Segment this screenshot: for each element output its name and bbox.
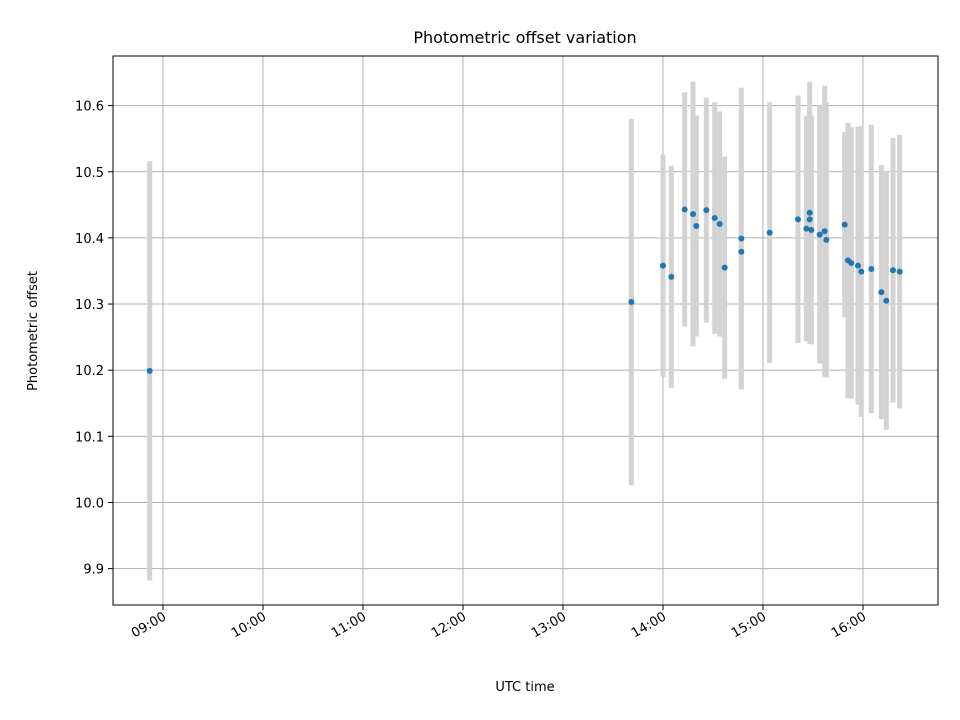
y-tick-label: 9.9	[83, 563, 104, 578]
x-tick-label: 10:00	[229, 609, 269, 641]
x-tick-label: 15:00	[729, 609, 769, 641]
x-tick-label: 11:00	[329, 609, 369, 641]
data-point	[711, 215, 718, 222]
x-tick-label: 14:00	[629, 609, 669, 641]
data-point	[808, 226, 815, 233]
y-tick-label: 10.0	[75, 496, 104, 511]
data-point	[883, 297, 890, 304]
error-bars	[147, 81, 903, 581]
data-point	[816, 231, 823, 238]
y-tick-label: 10.3	[75, 298, 104, 313]
x-tick-label: 13:00	[529, 609, 569, 641]
data-point	[738, 248, 745, 255]
data-point	[806, 209, 813, 216]
data-point	[681, 206, 688, 213]
data-point	[868, 265, 875, 272]
data-point	[721, 264, 728, 271]
data-point	[738, 235, 745, 242]
data-point	[693, 222, 700, 229]
x-tick-label: 09:00	[129, 609, 169, 641]
grid	[113, 56, 938, 605]
data-point	[716, 221, 723, 228]
data-point	[795, 216, 801, 223]
y-ticks: 9.9 10.0 10.1 10.2 10.3 10.4 10.5 10.6	[75, 100, 113, 578]
data-point	[146, 367, 153, 374]
x-axis-label: UTC time	[495, 680, 554, 695]
data-point	[766, 229, 773, 236]
data-point	[855, 262, 861, 269]
data-point	[690, 211, 696, 218]
x-ticks: 09:00 10:00 11:00 12:00 13:00 14:00 15:00 16:00	[129, 605, 869, 641]
y-tick-label: 10.6	[75, 100, 104, 115]
y-tick-label: 10.5	[75, 166, 104, 181]
plot-frame	[112, 55, 939, 606]
data-point	[878, 289, 885, 296]
data-point	[848, 260, 855, 267]
data-point	[896, 268, 903, 275]
y-axis-label: Photometric offset	[26, 271, 41, 391]
data-points	[146, 206, 903, 374]
x-tick-label: 16:00	[829, 609, 869, 641]
x-tick-label: 12:00	[429, 609, 469, 641]
data-point	[858, 268, 865, 275]
y-tick-label: 10.1	[75, 430, 104, 445]
data-point	[660, 262, 666, 269]
data-point	[628, 299, 635, 306]
data-point	[890, 267, 896, 274]
data-point	[668, 273, 675, 280]
y-tick-label: 10.4	[75, 232, 104, 247]
data-point	[841, 221, 848, 228]
y-tick-label: 10.2	[75, 364, 104, 379]
data-point	[823, 236, 830, 243]
data-point	[703, 207, 710, 214]
data-point	[803, 225, 810, 232]
data-point	[806, 216, 813, 223]
chart-title: Photometric offset variation	[413, 28, 636, 47]
data-point	[821, 228, 828, 235]
